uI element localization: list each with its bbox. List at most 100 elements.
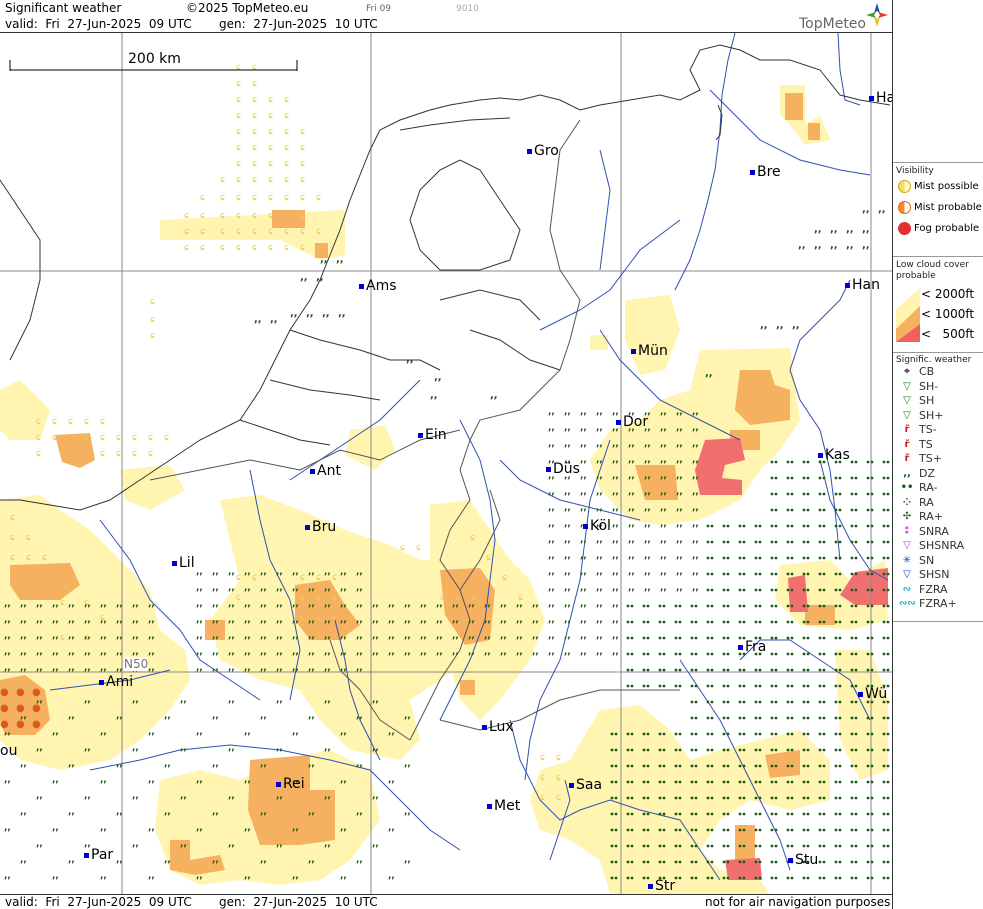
rain-dot: [642, 668, 646, 672]
rain-dot: [742, 812, 746, 816]
rain-dot: [866, 780, 870, 784]
drizzle-mark: ,,: [596, 471, 603, 481]
drizzle-mark: ,,: [372, 791, 379, 801]
rain-dot: [790, 748, 794, 752]
rain-dot: [754, 588, 758, 592]
rain-dot: [790, 620, 794, 624]
svg-text:,,: ,,: [705, 368, 713, 379]
rain-dot: [770, 636, 774, 640]
svg-text:,,: ,,: [434, 372, 442, 383]
rain-dot: [850, 604, 854, 608]
city-marker[interactable]: Gro: [527, 143, 559, 159]
drizzle-mark: ,,: [692, 455, 699, 465]
drizzle-mark: ,,: [516, 631, 523, 641]
legend-item-shsnra: ▽ SHSNRA: [893, 539, 983, 554]
city-marker[interactable]: Fra: [738, 639, 766, 655]
drizzle-mark: ,,: [4, 775, 11, 785]
rain-dot: [838, 732, 842, 736]
rain-dot: [630, 812, 634, 816]
svg-text:ɕ: ɕ: [316, 613, 321, 623]
svg-text:ɕ: ɕ: [268, 211, 273, 221]
rain-dot: [630, 604, 634, 608]
city-marker[interactable]: Bre: [750, 164, 781, 180]
drizzle-mark: ,,: [228, 647, 235, 657]
drizzle-mark: ,,: [276, 743, 283, 753]
city-marker[interactable]: Han: [845, 277, 880, 293]
city-marker[interactable]: Stu: [788, 852, 818, 868]
drizzle-mark: ,,: [676, 455, 683, 465]
drizzle-mark: ,,: [612, 407, 619, 417]
svg-text:ɕ: ɕ: [284, 111, 289, 121]
rain-dot: [642, 828, 646, 832]
rain-dot: [738, 524, 742, 528]
weather-symbol-icon: ✳: [902, 554, 912, 566]
rain-dot: [626, 764, 630, 768]
time-tab[interactable]: Fri 09: [366, 4, 392, 14]
city-marker[interactable]: Köl: [583, 518, 611, 534]
rain-dot: [706, 860, 710, 864]
city-marker[interactable]: Kas: [818, 447, 850, 463]
rain-dot: [822, 540, 826, 544]
city-marker[interactable]: Dor: [616, 414, 648, 430]
rain-dot: [822, 700, 826, 704]
rain-dot: [838, 796, 842, 800]
city-marker[interactable]: Düs: [546, 461, 580, 477]
city-marker[interactable]: Met: [487, 798, 520, 814]
weather-symbol-icon: ▽: [903, 409, 911, 421]
rain-dot: [790, 668, 794, 672]
rain-dot: [818, 636, 822, 640]
rain-dot: [870, 604, 874, 608]
svg-text:ɕ: ɕ: [60, 633, 65, 643]
rain-dot: [818, 604, 822, 608]
svg-text:,,: ,,: [316, 272, 324, 283]
rain-dot: [706, 732, 710, 736]
rain-dot: [674, 828, 678, 832]
svg-text:ɕ: ɕ: [300, 243, 305, 253]
city-marker[interactable]: Rei: [276, 776, 305, 792]
drizzle-mark: ,,: [292, 631, 299, 641]
city-marker[interactable]: Bru: [305, 519, 336, 535]
city-marker[interactable]: Ams: [359, 278, 397, 294]
city-marker[interactable]: Wü: [858, 686, 887, 702]
drizzle-mark: ,,: [292, 871, 299, 881]
rain-dot: [850, 476, 854, 480]
rain-dot: [870, 828, 874, 832]
svg-text:ɕ: ɕ: [252, 127, 257, 137]
svg-text:●: ●: [32, 687, 41, 698]
city-marker[interactable]: Saa: [569, 777, 602, 793]
topmeteo-logo: TopMeteo: [799, 16, 866, 32]
rain-dot: [806, 780, 810, 784]
svg-text:ɕ: ɕ: [150, 331, 155, 341]
rain-dot: [738, 668, 742, 672]
rain-dot: [770, 860, 774, 864]
rain-dot: [710, 716, 714, 720]
svg-text:ɕ: ɕ: [300, 211, 305, 221]
rain-dot: [770, 716, 774, 720]
drizzle-mark: ,,: [612, 583, 619, 593]
city-marker[interactable]: Ant: [310, 463, 341, 479]
rain-dot: [674, 732, 678, 736]
city-marker[interactable]: Ha: [869, 90, 892, 106]
rain-dot: [838, 508, 842, 512]
drizzle-mark: ,,: [244, 583, 251, 593]
city-marker[interactable]: Ami: [99, 674, 133, 690]
rain-dot: [678, 860, 682, 864]
city-marker[interactable]: Str: [648, 878, 675, 894]
rain-dot: [758, 604, 762, 608]
city-marker[interactable]: ou: [0, 743, 18, 759]
rain-dot: [710, 604, 714, 608]
rain-dot: [754, 556, 758, 560]
city-marker[interactable]: Lux: [482, 719, 514, 735]
svg-text:ɕ: ɕ: [150, 297, 155, 307]
city-marker[interactable]: Ein: [418, 427, 447, 443]
drizzle-mark: ,,: [52, 631, 59, 641]
drizzle-mark: ,,: [452, 631, 459, 641]
city-marker[interactable]: Par: [84, 847, 113, 863]
rain-dot: [822, 604, 826, 608]
city-marker[interactable]: Mün: [631, 343, 668, 359]
city-marker[interactable]: Lil: [172, 555, 195, 571]
rain-dot: [658, 620, 662, 624]
fog-probable-icon: [898, 222, 911, 235]
legend-item-fog-probable: Fog probable: [893, 218, 983, 239]
